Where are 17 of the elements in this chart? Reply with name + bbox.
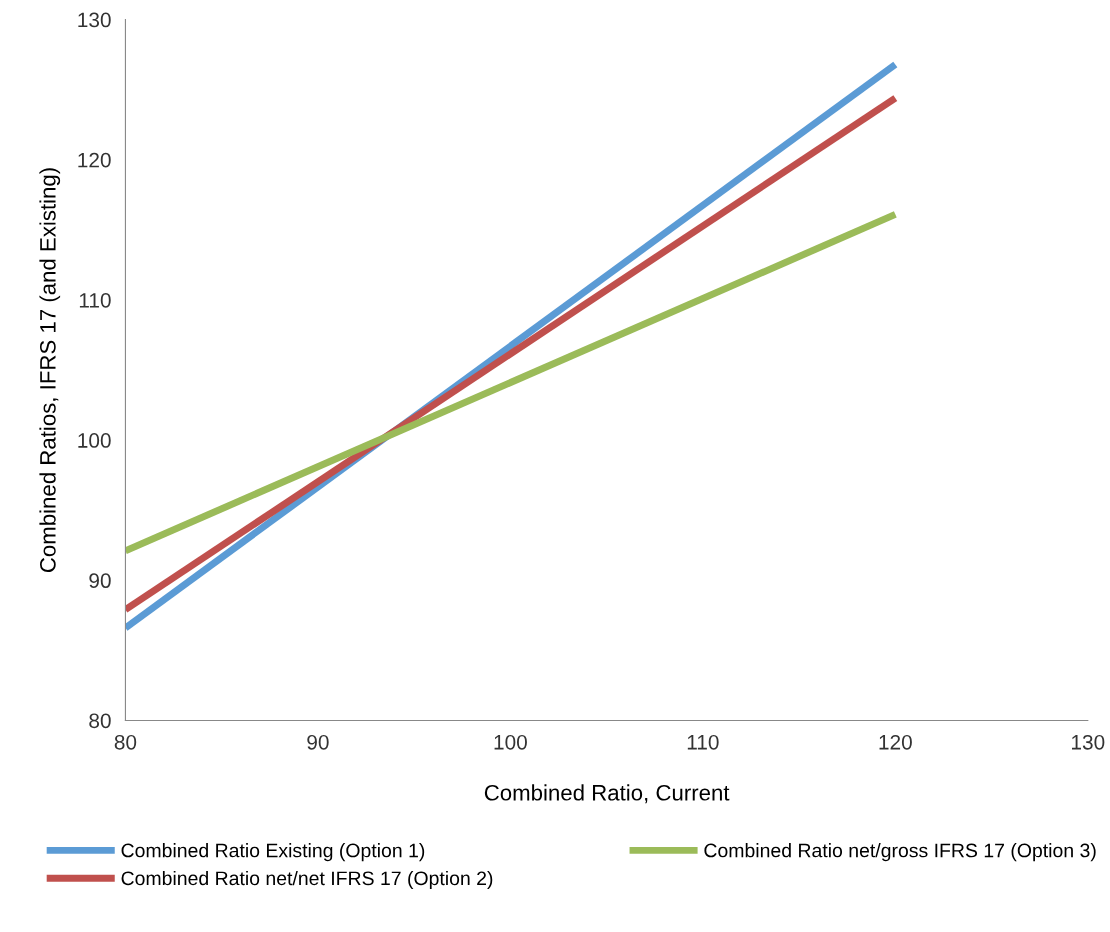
y-tick-label: 80	[89, 713, 111, 729]
y-tick-label: 100	[78, 433, 111, 448]
x-tick-label: 130	[1072, 734, 1105, 750]
y-tick-label: 130	[78, 12, 111, 28]
x-tick-label: 120	[879, 734, 912, 750]
x-tick-label: 80	[114, 734, 137, 750]
legend-label: Combined Ratio Existing (Option 1)	[121, 843, 425, 862]
x-tick-label: 90	[307, 734, 329, 750]
y-tick-label: 90	[89, 573, 111, 589]
x-tick-label: 110	[687, 734, 719, 750]
y-axis-title: Combined Ratios, IFRS 17 (and Existing)	[39, 168, 61, 573]
y-tick-label: 120	[78, 152, 111, 168]
legend-label: Combined Ratio net/net IFRS 17 (Option 2)	[121, 870, 493, 890]
x-axis-title: Combined Ratio, Current	[484, 784, 730, 804]
y-tick-label: 110	[79, 292, 111, 308]
x-tick-label: 100	[494, 734, 527, 750]
legend-label: Combined Ratio net/gross IFRS 17 (Option 3)	[704, 843, 1096, 862]
